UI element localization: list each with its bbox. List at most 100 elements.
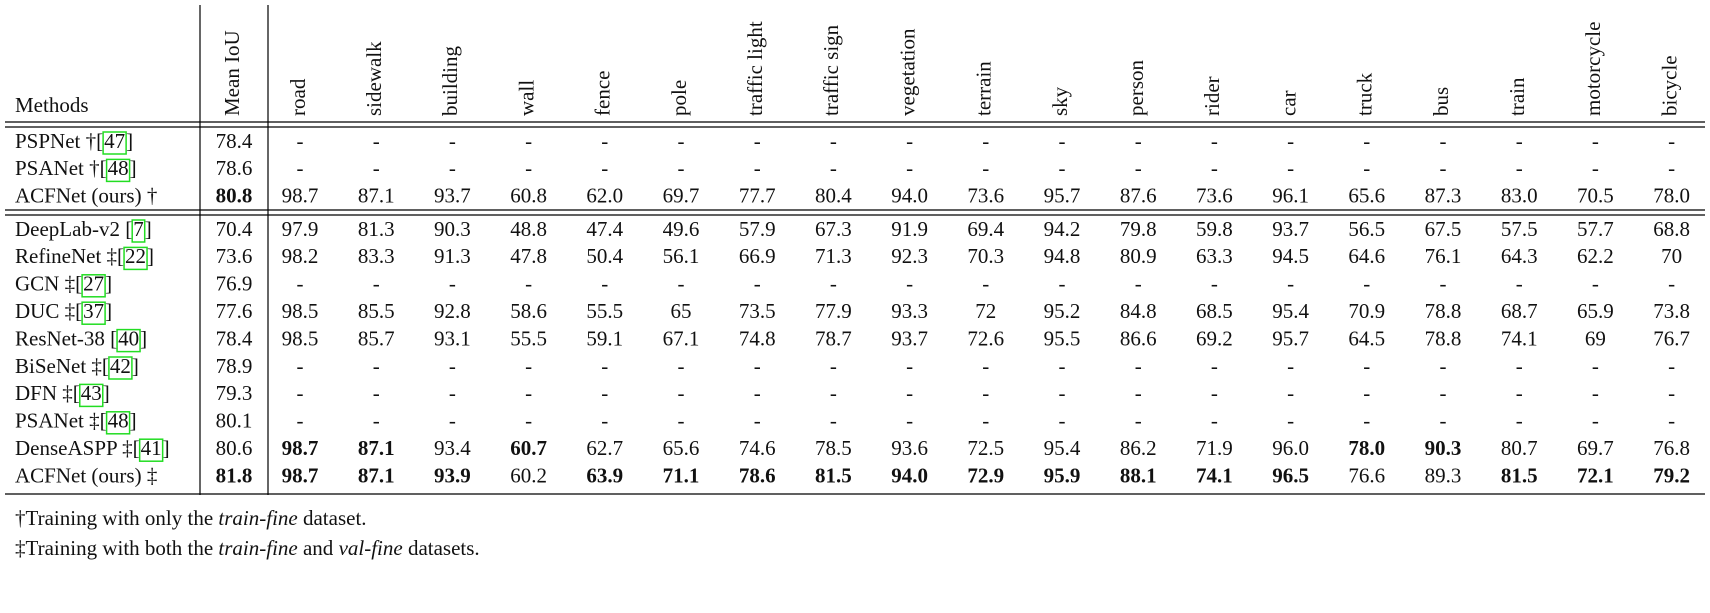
cell: - — [1059, 156, 1066, 180]
cell: - — [1592, 354, 1599, 378]
cell: - — [601, 409, 608, 433]
cell: 77.6 — [216, 299, 253, 323]
cell: 65.6 — [1348, 184, 1385, 208]
cell: - — [525, 156, 532, 180]
cell: 87.1 — [358, 436, 395, 460]
cell: - — [449, 409, 456, 433]
cell: 71.9 — [1196, 436, 1233, 460]
cell: 49.6 — [663, 217, 700, 241]
method-name: ] — [130, 156, 137, 180]
footnote-text: dataset. — [298, 506, 367, 530]
cell: - — [601, 272, 608, 296]
cell: - — [1363, 129, 1370, 153]
cell: - — [1592, 129, 1599, 153]
cell: - — [678, 129, 685, 153]
cell: - — [1592, 156, 1599, 180]
cell: 97.9 — [282, 217, 319, 241]
cell: 78.8 — [1425, 326, 1462, 350]
cell: - — [525, 381, 532, 405]
cell: - — [830, 272, 837, 296]
cell: 65 — [671, 299, 692, 323]
cell: - — [1668, 381, 1675, 405]
cell: 85.5 — [358, 299, 395, 323]
cell: 87.3 — [1425, 184, 1462, 208]
cell: 95.7 — [1044, 184, 1081, 208]
cell: - — [1668, 272, 1675, 296]
cell: - — [1516, 156, 1523, 180]
cell: 64.3 — [1501, 244, 1538, 268]
cell: 84.8 — [1120, 299, 1157, 323]
cell: - — [373, 129, 380, 153]
cell: 88.1 — [1120, 463, 1157, 487]
cell: 79.8 — [1120, 217, 1157, 241]
cell: - — [1287, 381, 1294, 405]
cell: 78.7 — [815, 326, 852, 350]
cell: - — [1135, 129, 1142, 153]
footnote-text: datasets. — [403, 536, 480, 560]
cell: 67.5 — [1425, 217, 1462, 241]
cell: 70.5 — [1577, 184, 1614, 208]
cell: - — [525, 129, 532, 153]
cell: - — [449, 129, 456, 153]
cell: - — [373, 409, 380, 433]
cell: - — [373, 381, 380, 405]
cell: 60.7 — [510, 436, 547, 460]
cell: 90.3 — [434, 217, 471, 241]
cell: 67.3 — [815, 217, 852, 241]
cell: 93.1 — [434, 326, 471, 350]
cell: 83.0 — [1501, 184, 1538, 208]
cell: - — [830, 129, 837, 153]
citation-box — [102, 131, 127, 155]
cell: 58.6 — [510, 299, 547, 323]
cell: - — [1440, 272, 1447, 296]
cell: 72.6 — [967, 326, 1004, 350]
cell: - — [1135, 156, 1142, 180]
cell: - — [297, 354, 304, 378]
cell: 95.2 — [1044, 299, 1081, 323]
method-name: ] — [140, 326, 147, 350]
column-header: sky — [1048, 86, 1072, 116]
cell: - — [1211, 354, 1218, 378]
cell: 69.7 — [663, 184, 700, 208]
cell: 92.3 — [891, 244, 928, 268]
footnote-text: ‡Training with both the — [15, 536, 218, 560]
column-header: bicycle — [1657, 55, 1681, 116]
cell: 56.1 — [663, 244, 700, 268]
cell: 77.7 — [739, 184, 776, 208]
cell: 48.8 — [510, 217, 547, 241]
cell: - — [1059, 354, 1066, 378]
cell: - — [754, 409, 761, 433]
footnote: †Training with only the train-fine datas… — [15, 506, 367, 530]
footnote-text: val-fine — [339, 536, 403, 560]
method-name: ] — [145, 217, 152, 241]
cell: 98.7 — [282, 463, 319, 487]
cell: - — [449, 354, 456, 378]
citation: 48 — [108, 409, 129, 433]
cell: - — [373, 156, 380, 180]
citation-box — [116, 328, 141, 353]
cell: 80.1 — [216, 409, 253, 433]
cell: 78.5 — [815, 436, 852, 460]
cell: - — [678, 354, 685, 378]
cell: - — [1668, 156, 1675, 180]
cell: - — [373, 354, 380, 378]
cell: - — [1059, 381, 1066, 405]
cell: 79.2 — [1653, 463, 1690, 487]
cell: 76.6 — [1348, 463, 1385, 487]
cell: 79.3 — [216, 381, 253, 405]
cell: - — [982, 354, 989, 378]
cell: 93.4 — [434, 436, 471, 460]
cell: 74.6 — [739, 436, 776, 460]
column-header: terrain — [972, 61, 996, 116]
cell: 55.5 — [510, 326, 547, 350]
method-name: PSANet †[ — [15, 156, 107, 180]
cell: 62.2 — [1577, 244, 1614, 268]
citation-box — [123, 246, 148, 271]
cell: 98.7 — [282, 436, 319, 460]
cell: - — [297, 409, 304, 433]
cell: 69.2 — [1196, 326, 1233, 350]
cell: - — [678, 381, 685, 405]
method-name: ACFNet (ours) † — [15, 184, 157, 208]
cell: 93.7 — [891, 326, 928, 350]
